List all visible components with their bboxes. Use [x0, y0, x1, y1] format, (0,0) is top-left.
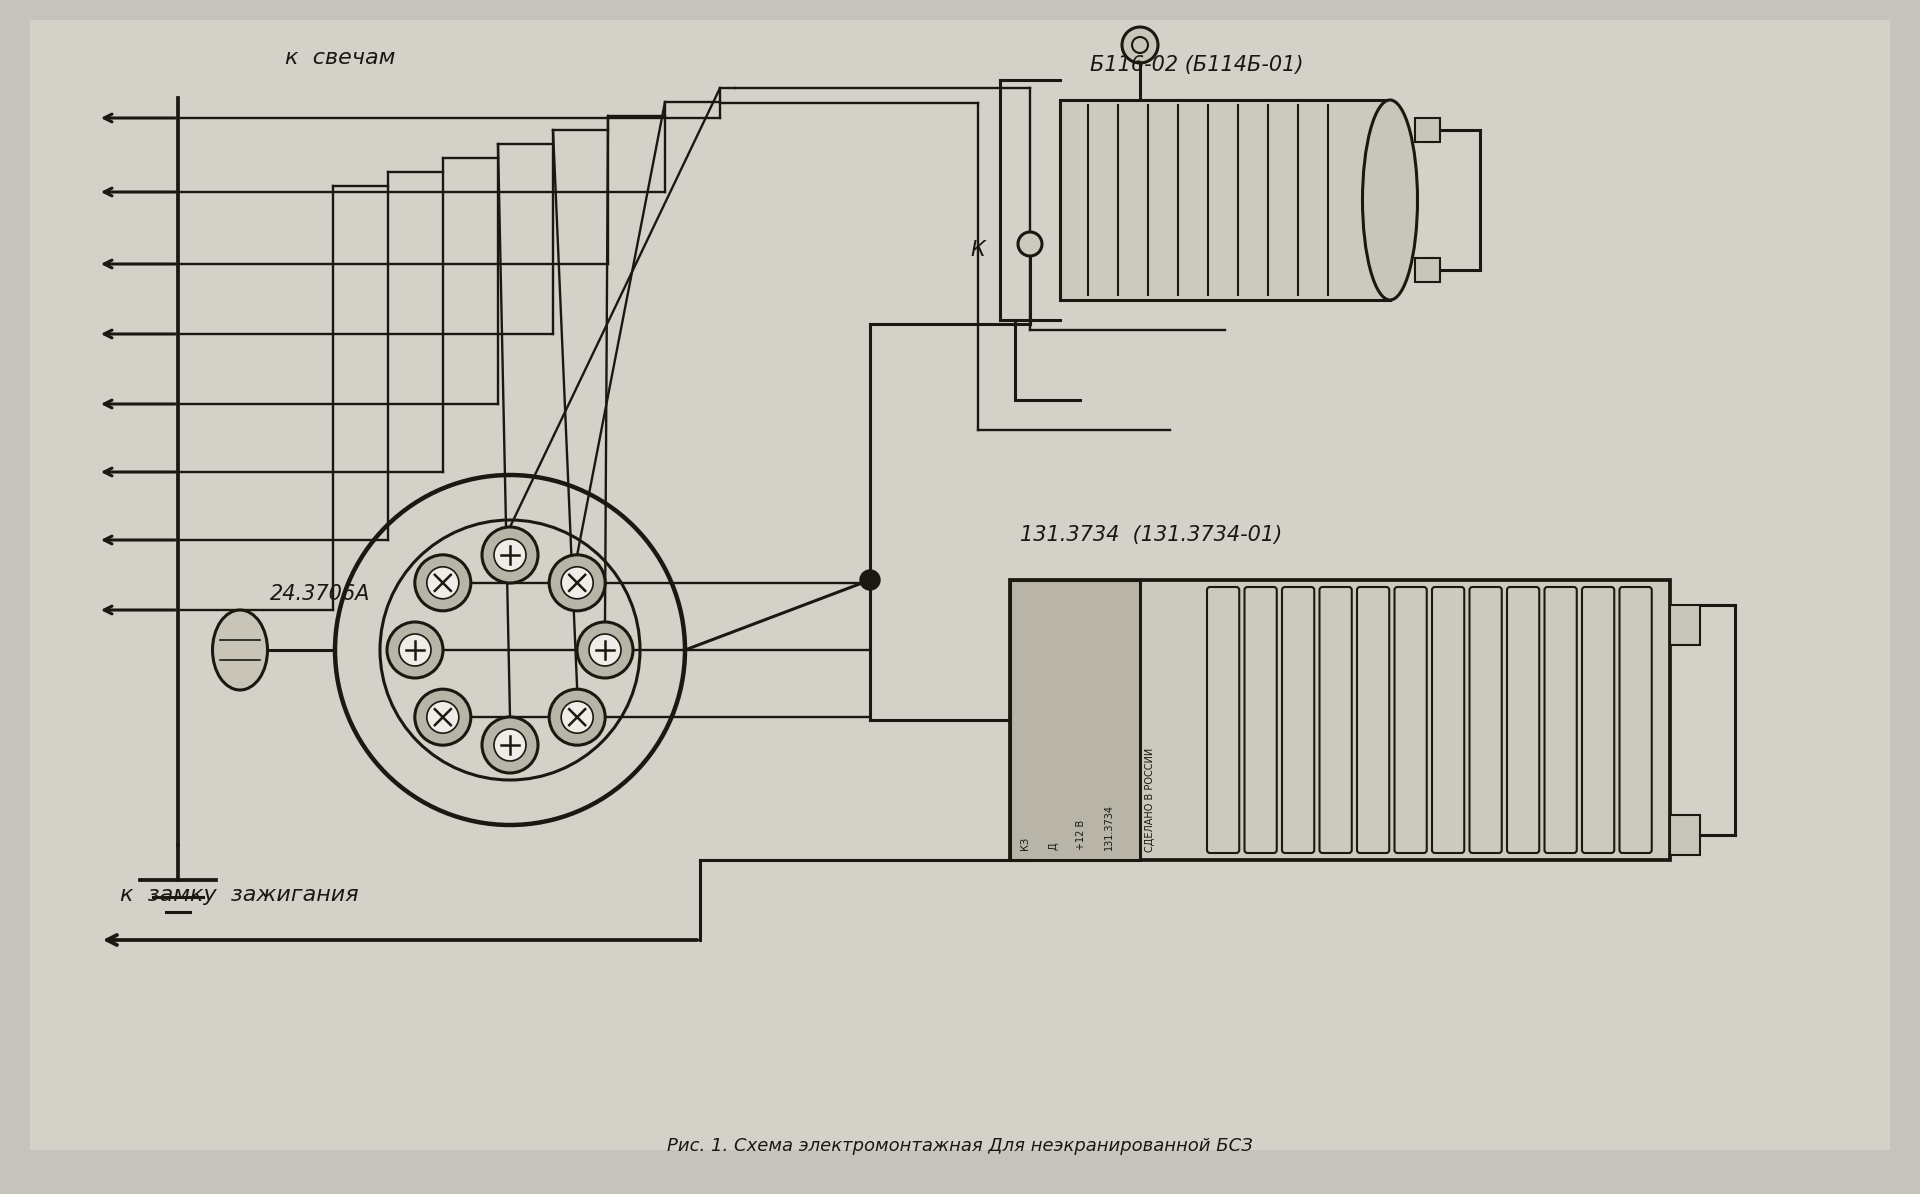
Bar	[1415, 258, 1440, 282]
Bar	[1060, 100, 1390, 300]
Circle shape	[426, 567, 459, 599]
Bar	[1010, 580, 1670, 860]
Circle shape	[1018, 232, 1043, 256]
Circle shape	[589, 634, 620, 666]
Text: КЗ: КЗ	[1020, 837, 1029, 850]
Text: Рис. 1. Схема электромонтажная Для неэкранированной БСЗ: Рис. 1. Схема электромонтажная Для неэкр…	[666, 1137, 1254, 1155]
Text: к  свечам: к свечам	[284, 48, 396, 68]
Text: Б116-02 (Б114Б-01): Б116-02 (Б114Б-01)	[1091, 55, 1304, 75]
Ellipse shape	[1363, 100, 1417, 300]
Circle shape	[415, 555, 470, 611]
Bar	[1670, 605, 1699, 645]
Circle shape	[482, 718, 538, 773]
Bar	[1415, 118, 1440, 142]
Circle shape	[399, 634, 430, 666]
Circle shape	[493, 538, 526, 571]
Text: 24.3706А: 24.3706А	[271, 584, 371, 604]
Circle shape	[549, 555, 605, 611]
Text: Д: Д	[1048, 843, 1058, 850]
Circle shape	[388, 622, 444, 678]
Ellipse shape	[213, 610, 267, 690]
Circle shape	[561, 567, 593, 599]
Text: 131.3734: 131.3734	[1104, 804, 1114, 850]
Text: СДЕЛАНО В РОССИИ: СДЕЛАНО В РОССИИ	[1144, 747, 1156, 853]
Bar	[1010, 580, 1140, 860]
Circle shape	[426, 701, 459, 733]
Text: к  замку  зажигания: к замку зажигания	[119, 885, 359, 905]
Text: +12 В: +12 В	[1075, 820, 1087, 850]
Circle shape	[1121, 27, 1158, 63]
Bar	[1670, 816, 1699, 855]
Circle shape	[860, 570, 879, 590]
Circle shape	[578, 622, 634, 678]
Circle shape	[561, 701, 593, 733]
Circle shape	[493, 730, 526, 761]
Circle shape	[549, 689, 605, 745]
Circle shape	[482, 527, 538, 583]
Circle shape	[415, 689, 470, 745]
Text: К: К	[970, 240, 985, 260]
Text: 131.3734  (131.3734-01): 131.3734 (131.3734-01)	[1020, 525, 1283, 544]
